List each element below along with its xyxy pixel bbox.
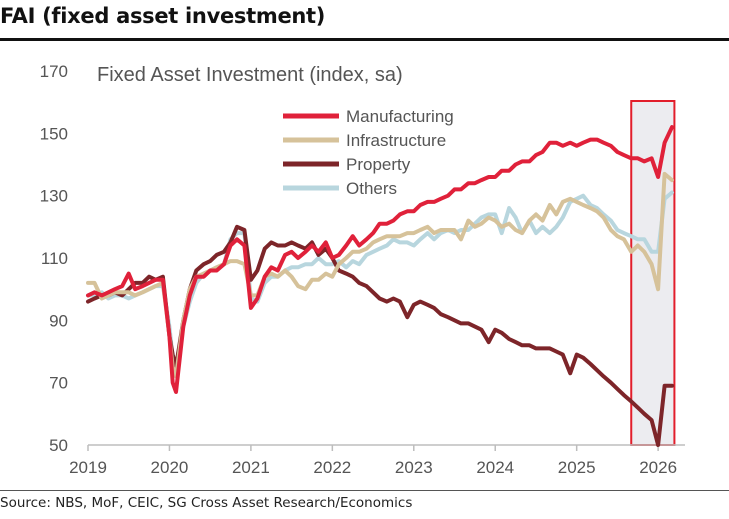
series-line-others — [86, 190, 674, 366]
x-tick-label: 2019 — [69, 458, 107, 477]
legend: Manufacturing Infrastructure Property Other… — [283, 107, 454, 198]
y-tick-label: 150 — [40, 124, 68, 143]
series-line-manufacturing — [86, 125, 674, 394]
footer-divider — [0, 490, 729, 491]
y-tick-label: 170 — [40, 62, 68, 81]
x-tick-label: 2023 — [395, 458, 433, 477]
x-tick-label: 2024 — [476, 458, 514, 477]
y-tick-label: 90 — [49, 311, 68, 330]
x-tick-label: 2025 — [558, 458, 596, 477]
x-tick-label: 2021 — [232, 458, 270, 477]
series-line-infrastructure — [86, 171, 674, 379]
y-tick-label: 50 — [49, 436, 68, 455]
header-divider — [0, 38, 729, 41]
x-axis-ticks: 2019 2020 2021 2022 2023 2024 2025 2026 — [69, 445, 677, 477]
series-lines — [86, 125, 674, 447]
x-tick-label: 2022 — [313, 458, 351, 477]
legend-label-infrastructure: Infrastructure — [346, 131, 446, 150]
y-tick-label: 70 — [49, 374, 68, 393]
chart-title: Fixed Asset Investment (index, sa) — [97, 64, 403, 86]
page-title: FAI (fixed asset investment) — [0, 4, 326, 28]
x-tick-label: 2026 — [639, 458, 677, 477]
series-line-property — [86, 224, 674, 447]
legend-label-manufacturing: Manufacturing — [346, 107, 454, 126]
legend-label-property: Property — [346, 155, 411, 174]
x-tick-label: 2020 — [151, 458, 189, 477]
y-tick-label: 130 — [40, 187, 68, 206]
y-axis-ticks: 50 70 90 110 130 150 170 — [40, 62, 68, 455]
legend-label-others: Others — [346, 179, 397, 198]
y-tick-label: 110 — [41, 249, 68, 268]
source-note: Source: NBS, MoF, CEIC, SG Cross Asset R… — [0, 495, 413, 511]
